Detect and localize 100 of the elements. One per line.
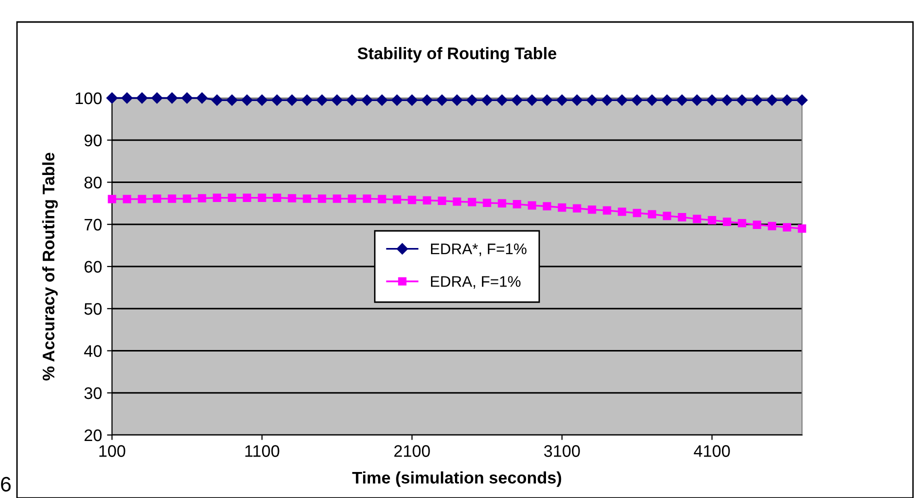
point [406, 94, 418, 106]
point [481, 94, 493, 106]
point [751, 94, 763, 106]
point [181, 92, 193, 104]
point [662, 212, 672, 220]
point [212, 194, 222, 202]
point [288, 194, 296, 202]
y-tick-label: 80 [84, 176, 102, 188]
point [346, 94, 358, 106]
point [736, 94, 748, 106]
point [558, 203, 566, 212]
point [256, 94, 268, 106]
point [466, 94, 478, 106]
y-tick-label: 60 [84, 260, 102, 273]
point [482, 198, 492, 208]
point [526, 94, 538, 106]
point [752, 220, 762, 229]
point [301, 94, 313, 106]
point [316, 94, 328, 106]
point [766, 94, 778, 106]
x-tick-label: 3100 [544, 445, 580, 457]
point [468, 198, 476, 206]
point [632, 208, 642, 218]
point [286, 94, 298, 106]
point [228, 194, 236, 202]
y-tick-label: 90 [84, 134, 102, 146]
point [631, 94, 643, 106]
point [601, 94, 613, 106]
point [721, 94, 733, 106]
point [676, 94, 688, 106]
point [258, 194, 266, 202]
point [661, 94, 673, 106]
point [166, 92, 178, 104]
point [616, 94, 628, 106]
point [796, 94, 808, 106]
point [302, 194, 312, 203]
text: 6 [1, 476, 11, 492]
point [122, 194, 132, 204]
y-tick-label: 70 [84, 218, 102, 231]
point [571, 94, 583, 106]
point [586, 94, 598, 106]
y-tick-label: 30 [84, 387, 102, 400]
y-tick-label: 100 [76, 92, 102, 104]
point [318, 194, 326, 203]
point [512, 200, 522, 208]
point [182, 194, 192, 203]
point [556, 94, 568, 106]
point [498, 199, 506, 208]
point [108, 194, 116, 204]
x-tick-label: 100 [99, 445, 126, 457]
point [648, 210, 656, 218]
point [706, 94, 718, 106]
point [198, 194, 206, 202]
point [348, 194, 356, 203]
point [541, 94, 553, 106]
point [602, 206, 612, 215]
point [588, 205, 596, 214]
point [362, 194, 372, 203]
point [692, 214, 702, 224]
point [331, 94, 343, 106]
point [226, 94, 238, 106]
point [136, 92, 148, 104]
point [106, 92, 118, 104]
point [708, 216, 716, 224]
point [408, 196, 416, 204]
point [421, 94, 433, 106]
point [691, 94, 703, 106]
point [542, 202, 552, 210]
point [376, 94, 388, 106]
chart-title: Stability of Routing Table [358, 47, 556, 63]
legend-label: EDRA, F=1% [431, 276, 521, 289]
point [168, 194, 176, 203]
point [392, 195, 402, 204]
point [436, 94, 448, 106]
point [646, 94, 658, 106]
point [738, 218, 746, 228]
y-tick-label: 20 [84, 429, 102, 442]
point [391, 94, 403, 106]
point [151, 92, 163, 104]
y-axis-title: % Accuracy of Routing Table [42, 152, 58, 380]
point [438, 196, 446, 205]
point [722, 218, 732, 226]
point [361, 94, 373, 106]
point [378, 194, 386, 204]
x-tick-label: 2100 [394, 445, 430, 457]
point [272, 194, 282, 202]
point [768, 222, 776, 230]
point [678, 213, 686, 222]
point [242, 194, 252, 202]
point [528, 201, 536, 210]
y-tick-label: 50 [84, 303, 102, 315]
point [121, 92, 133, 104]
point [138, 194, 146, 204]
point [422, 196, 432, 205]
point [271, 94, 283, 106]
point [798, 224, 806, 233]
point [452, 197, 462, 206]
x-tick-label: 4100 [694, 445, 730, 457]
point [241, 94, 253, 106]
point [511, 94, 523, 106]
